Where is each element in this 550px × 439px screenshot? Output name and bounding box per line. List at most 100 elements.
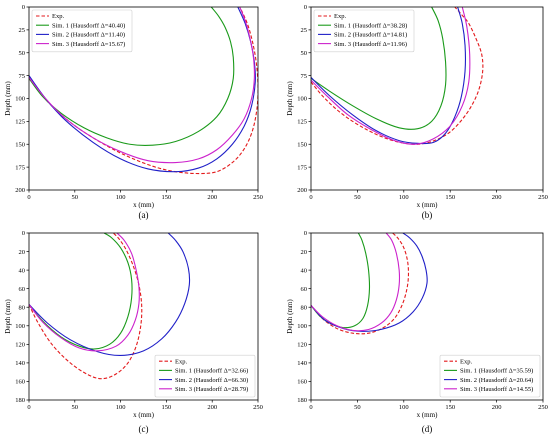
x-tick-label: 250 (253, 194, 263, 201)
y-tick-label: 200 (15, 187, 25, 194)
y-tick-label: 180 (297, 397, 307, 404)
legend: Exp. Sim. 1 (Hausdorff Δ=32.66) Sim. 2 (Ha… (154, 354, 256, 398)
y-tick-label: 0 (22, 230, 25, 237)
legend-entry: Exp. (52, 13, 64, 20)
legend-entry: Sim. 1 (Hausdorff Δ=38.28) (334, 22, 407, 29)
y-tick-label: 125 (15, 119, 25, 126)
chart-panel-a: 0 50 100 150 200 250 0 25 50 75 100 125 150 175 200 x (… (4, 4, 263, 220)
y-tick-label: 0 (304, 4, 307, 11)
legend-entry: Sim. 1 (Hausdorff Δ=40.40) (52, 22, 125, 29)
chart-panel-c: 0 50 100 150 200 250 0 20 40 60 80 100 120 140 160 180 x… (4, 230, 263, 434)
legend-box (439, 354, 541, 398)
x-axis-label: x (mm) (417, 411, 438, 419)
x-tick-label: 0 (27, 404, 30, 411)
legend-entry: Sim. 2 (Hausdorff Δ=11.40) (52, 32, 125, 39)
x-axis-label: x (mm) (417, 201, 438, 209)
y-tick-label: 100 (297, 96, 307, 103)
y-tick-label: 25 (301, 27, 308, 34)
series-line-1 (311, 233, 371, 329)
series-line-2 (29, 233, 191, 357)
x-tick-label: 0 (309, 194, 312, 201)
series-line-2 (311, 7, 467, 145)
y-tick-label: 0 (304, 230, 307, 237)
legend-entry: Exp. (175, 358, 187, 365)
chart-panel-b: 0 50 100 150 200 250 0 25 50 75 100 125 150 175 200 x (… (286, 4, 548, 220)
legend-entry: Sim. 3 (Hausdorff Δ=15.67) (52, 41, 125, 48)
y-tick-label: 175 (297, 164, 307, 171)
y-tick-label: 140 (15, 360, 25, 367)
y-axis-label: Depth (mm) (4, 299, 12, 334)
x-tick-label: 0 (27, 194, 30, 201)
x-tick-label: 100 (399, 194, 409, 201)
legend-entry: Sim. 2 (Hausdorff Δ=14.81) (334, 32, 407, 39)
y-tick-label: 50 (301, 50, 308, 57)
legend-entry: Sim. 1 (Hausdorff Δ=35.59) (460, 368, 533, 375)
x-tick-label: 200 (492, 194, 502, 201)
series-line-1 (29, 233, 133, 350)
legend-entry: Sim. 3 (Hausdorff Δ=14.55) (460, 386, 533, 393)
y-tick-label: 100 (15, 323, 25, 330)
y-tick-label: 40 (19, 267, 26, 274)
y-tick-label: 75 (19, 73, 26, 80)
y-axis-label: Depth (mm) (286, 81, 294, 116)
legend-entry: Sim. 1 (Hausdorff Δ=32.66) (175, 368, 248, 375)
axes-frame (28, 232, 259, 401)
y-tick-label: 40 (301, 267, 308, 274)
panel-caption: (b) (422, 210, 433, 220)
x-tick-label: 150 (162, 404, 172, 411)
y-tick-label: 50 (19, 50, 26, 57)
x-tick-label: 100 (116, 194, 126, 201)
y-tick-label: 60 (301, 286, 308, 293)
x-tick-label: 250 (253, 404, 263, 411)
y-tick-label: 160 (15, 379, 25, 386)
y-axis-label: Depth (mm) (4, 81, 12, 116)
legend-entry: Sim. 3 (Hausdorff Δ=11.96) (334, 41, 407, 48)
series-line-3 (29, 233, 140, 352)
y-tick-label: 100 (297, 323, 307, 330)
y-tick-label: 80 (301, 304, 308, 311)
legend-box (31, 9, 133, 53)
x-axis-label: x (mm) (133, 411, 154, 419)
y-tick-label: 75 (301, 73, 308, 80)
x-tick-label: 100 (399, 404, 409, 411)
legend: Exp. Sim. 1 (Hausdorff Δ=40.40) Sim. 2 (Ha… (31, 9, 133, 53)
x-axis-label: x (mm) (133, 201, 154, 209)
series-line-0 (311, 233, 410, 335)
y-tick-label: 150 (15, 141, 25, 148)
y-tick-label: 140 (297, 360, 307, 367)
x-tick-label: 100 (116, 404, 126, 411)
y-tick-label: 0 (22, 4, 25, 11)
y-tick-label: 180 (15, 397, 25, 404)
x-tick-label: 250 (538, 404, 548, 411)
x-tick-label: 50 (354, 404, 361, 411)
y-tick-label: 120 (15, 342, 25, 349)
x-tick-label: 50 (72, 404, 79, 411)
y-tick-label: 60 (19, 286, 26, 293)
series-line-0 (29, 7, 258, 175)
x-tick-label: 200 (207, 404, 217, 411)
series-line-3 (29, 7, 255, 164)
series-line-3 (311, 7, 471, 145)
series-line-0 (311, 7, 484, 145)
x-tick-label: 200 (207, 194, 217, 201)
panel-caption: (d) (422, 424, 433, 434)
x-tick-label: 0 (309, 404, 312, 411)
series-line-0 (29, 233, 143, 380)
legend: Exp. Sim. 1 (Hausdorff Δ=35.59) Sim. 2 (Ha… (439, 354, 541, 398)
x-tick-label: 50 (354, 194, 361, 201)
x-tick-label: 150 (162, 194, 172, 201)
y-tick-label: 20 (301, 249, 308, 256)
y-tick-label: 20 (19, 249, 26, 256)
y-tick-label: 80 (19, 304, 26, 311)
legend-entry: Sim. 2 (Hausdorff Δ=20.64) (460, 377, 533, 384)
legend-box (313, 9, 415, 53)
series-line-1 (29, 7, 235, 146)
x-tick-label: 50 (72, 194, 79, 201)
y-tick-label: 160 (297, 379, 307, 386)
panel-caption: (c) (139, 424, 149, 434)
x-tick-label: 200 (492, 404, 502, 411)
y-tick-label: 25 (19, 27, 26, 34)
legend-entry: Exp. (334, 13, 346, 20)
x-tick-label: 150 (445, 404, 455, 411)
